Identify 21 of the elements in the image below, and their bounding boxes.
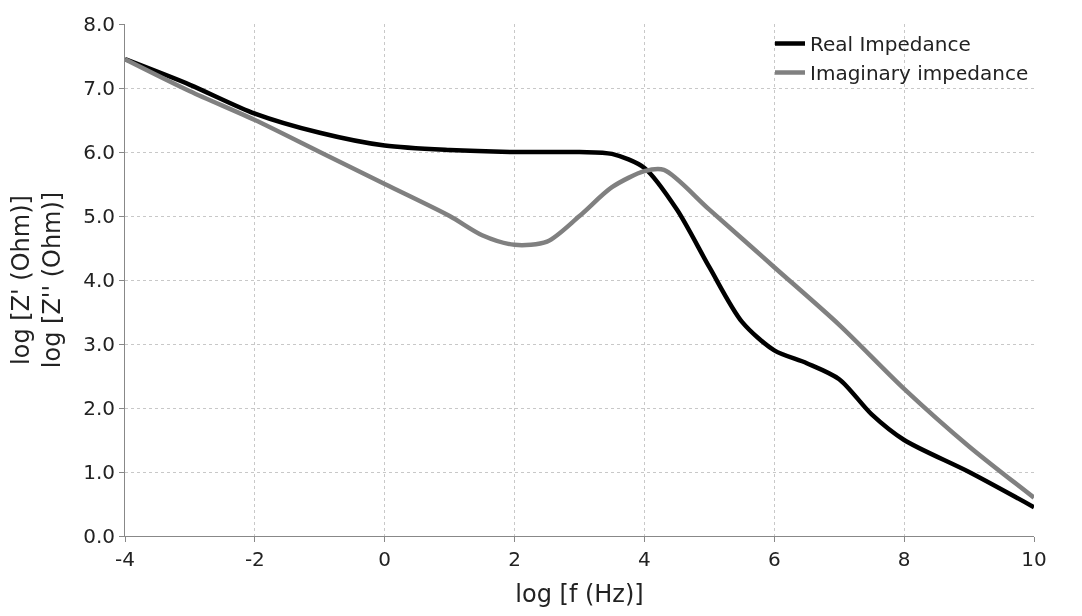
x-tick-label: -4 [115,547,135,571]
y-tick-label: 2.0 [83,396,115,420]
y-tick-label: 4.0 [83,268,115,292]
y-tick-label: 5.0 [83,204,115,228]
x-axis-title: log [f (Hz)] [515,580,644,609]
y-tick-label: 8.0 [83,12,115,36]
legend-label: Real Impedance [810,32,971,57]
y-tick-label: 1.0 [83,460,115,484]
y-tick-label: 3.0 [83,332,115,356]
x-tick-label: 0 [378,547,392,571]
y-tick-label: 6.0 [83,140,115,164]
x-tick-label: 6 [767,547,781,571]
x-tick-label: 10 [1021,547,1047,571]
legend-label: Imaginary impedance [810,61,1029,86]
y-axis-title: log [Z' (Ohm)] log [Z'' (Ohm)] [7,191,67,369]
y-tick-label: 7.0 [83,76,115,100]
x-tick-label: 2 [508,547,521,571]
y-tick-label: 0.0 [83,524,115,548]
x-tick-label: 4 [638,547,651,571]
x-tick-label: -2 [244,547,265,571]
x-tick-label: 8 [897,547,911,571]
